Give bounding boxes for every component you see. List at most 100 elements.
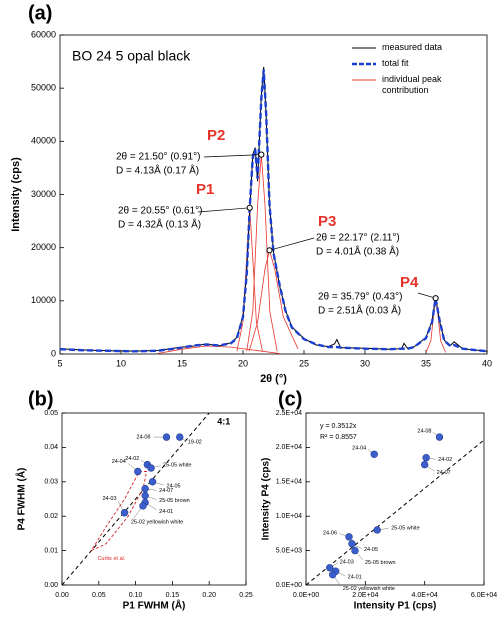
x-tick-label: 0.20 xyxy=(202,592,216,599)
point-label: 24-07 xyxy=(437,470,451,476)
y-tick-label: 0.01 xyxy=(44,547,58,554)
point-label: 24-05 xyxy=(167,483,181,489)
y-tick-label: 0.04 xyxy=(44,444,58,451)
point-label: 24-02 xyxy=(438,457,452,463)
peak-annotation: D = 4.32Å (0.13 Å) xyxy=(118,218,201,231)
y-tick-label: 2.5E+04 xyxy=(276,410,302,417)
x-axis-label: P1 FWHM (Å) xyxy=(123,599,186,612)
annotation-leader xyxy=(269,237,315,251)
y-tick-label: 0.02 xyxy=(44,513,58,520)
x-tick-label: 30 xyxy=(360,358,370,368)
x-tick-label: 5 xyxy=(57,358,62,368)
x-tick-label: 0.15 xyxy=(166,592,180,599)
point xyxy=(345,533,353,541)
x-axis-label: Intensity P1 (cps) xyxy=(354,601,437,612)
point-label: 24-01 xyxy=(159,509,173,515)
y-tick-label: 5.0E+03 xyxy=(276,547,302,554)
y-tick-label: 0.05 xyxy=(44,410,58,417)
y-axis-label: P4 FWHM (Å) xyxy=(15,468,28,531)
x-tick-label: 40 xyxy=(482,358,492,368)
y-axis-label: Intensity (cps) xyxy=(10,157,22,232)
y-tick-label: 0.03 xyxy=(44,479,58,486)
y-tick-label: 1.0E+04 xyxy=(276,513,302,520)
x-tick-label: 0.25 xyxy=(239,592,253,599)
point xyxy=(373,526,381,534)
fit-line xyxy=(305,439,485,586)
annotation-leader xyxy=(197,207,250,213)
point-label: 25-02 yellowish white xyxy=(343,586,395,592)
panel-label: (a) xyxy=(28,2,52,24)
point-label: 25-05 brown xyxy=(365,560,396,566)
peak-annotation: 2θ = 21.50° (0.91°) xyxy=(116,152,200,163)
fit-equation: y = 0.3512x xyxy=(320,423,357,430)
reference-label: 4:1 xyxy=(217,416,230,426)
point-label: 24-07 xyxy=(159,488,173,494)
panel-label: (c) xyxy=(278,388,302,410)
point-label: 24-01 xyxy=(348,575,362,581)
point xyxy=(420,460,429,469)
point xyxy=(435,433,444,441)
y-tick-label: 10000 xyxy=(31,295,56,305)
peak-curve xyxy=(157,345,280,354)
point xyxy=(351,546,359,555)
chart-title: BO 24 5 opal black xyxy=(72,48,191,64)
point xyxy=(162,433,171,441)
point-label: 25-05 white xyxy=(391,525,419,531)
peak-marker xyxy=(432,295,439,302)
x-tick-label: 0.05 xyxy=(92,592,106,599)
peak-marker xyxy=(246,204,253,211)
x-tick-label: 25 xyxy=(299,358,309,368)
peak-marker xyxy=(266,247,273,254)
y-tick-label: 1.5E+04 xyxy=(276,479,302,486)
point-label: 24-02 xyxy=(125,456,139,462)
x-tick-label: 0.00 xyxy=(55,592,69,599)
peak-annotation: 2θ = 22.17° (2.11°) xyxy=(316,233,400,244)
panel-label: (b) xyxy=(28,388,54,410)
point-label: 25-05 brown xyxy=(159,498,190,504)
reference-line xyxy=(61,412,210,586)
x-tick-label: 2.0E+04 xyxy=(352,592,378,599)
peak-label: P1 xyxy=(196,181,214,198)
fit-r2: R² = 0.8557 xyxy=(320,434,357,441)
peak-label: P4 xyxy=(400,274,419,291)
point-label: 25-05 white xyxy=(163,462,191,468)
point-label: 24-06 xyxy=(323,530,337,536)
peak-curve xyxy=(425,298,446,353)
peak-annotation: 2θ = 20.55° (0.61°) xyxy=(118,206,202,217)
legend-label: measured data xyxy=(382,42,443,52)
y-tick-label: 0 xyxy=(51,348,56,358)
peak-annotation: D = 4.13Å (0.17 Å) xyxy=(116,164,199,177)
peak-marker xyxy=(258,151,265,158)
x-axis-label: 2θ (°) xyxy=(260,373,287,385)
x-tick-label: 35 xyxy=(421,358,431,368)
point xyxy=(134,467,142,476)
y-tick-label: 60000 xyxy=(31,29,56,39)
x-tick-label: 6.0E+04 xyxy=(471,592,497,599)
y-tick-label: 0.00 xyxy=(44,582,58,589)
peak-label: P2 xyxy=(207,127,225,144)
region-outline xyxy=(91,471,148,552)
x-tick-label: 0.0E+00 xyxy=(293,592,319,599)
y-tick-label: 30000 xyxy=(31,189,56,199)
peak-curve xyxy=(248,248,299,352)
legend-label: individual peak contribution xyxy=(382,74,442,95)
region-label: Curtis et al. xyxy=(97,556,125,562)
point xyxy=(120,509,129,517)
point xyxy=(139,502,147,510)
plot-frame xyxy=(305,412,485,586)
point-label: 24-04 xyxy=(112,459,126,465)
point-label: 24-04 xyxy=(352,446,366,452)
y-tick-label: 50000 xyxy=(31,83,56,93)
point xyxy=(147,464,155,472)
y-tick-label: 0.0E+00 xyxy=(276,582,302,589)
x-tick-label: 10 xyxy=(116,358,126,368)
point-label: 24-05 xyxy=(364,547,378,553)
plot-frame xyxy=(61,412,247,586)
series-line xyxy=(59,69,488,353)
annotation-leader xyxy=(203,154,262,158)
point-label: 24-08 xyxy=(136,435,150,441)
peak-annotation: D = 4.01Å (0.38 Å) xyxy=(316,245,399,258)
point-label: 24-08 xyxy=(417,429,431,435)
